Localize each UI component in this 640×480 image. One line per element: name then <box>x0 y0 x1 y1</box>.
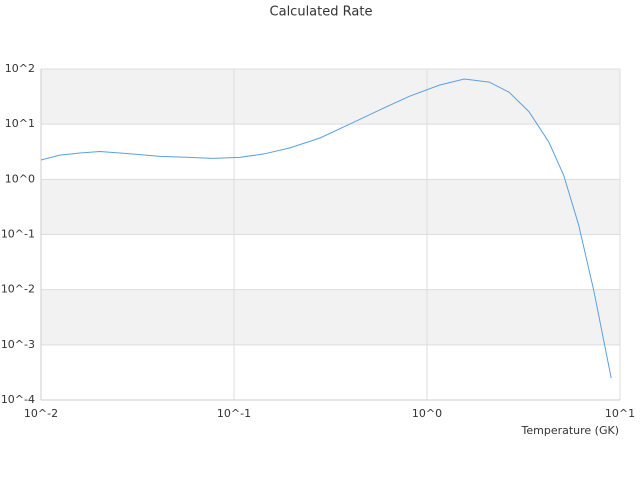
y-tick-label: 10^-4 <box>1 393 35 406</box>
y-tick-label: 10^-3 <box>1 338 35 351</box>
grid-band <box>41 179 620 235</box>
grid-band <box>41 69 620 125</box>
x-axis-label: Temperature (GK) <box>521 424 620 437</box>
x-tick-label: 10^-1 <box>217 407 251 420</box>
y-tick-label: 10^1 <box>5 117 35 130</box>
x-tick-label: 10^1 <box>605 407 635 420</box>
data-line <box>40 78 612 379</box>
x-tick-label: 10^0 <box>412 407 442 420</box>
x-tick-label: 10^-2 <box>24 407 58 420</box>
chart-title: Calculated Rate <box>270 5 373 20</box>
y-tick-label: 10^0 <box>5 172 35 185</box>
grid-band <box>41 289 620 345</box>
y-tick-label: 10^-2 <box>1 283 35 296</box>
y-tick-label: 10^2 <box>5 62 35 75</box>
y-tick-label: 10^-1 <box>1 228 35 241</box>
plot-background <box>41 69 620 345</box>
